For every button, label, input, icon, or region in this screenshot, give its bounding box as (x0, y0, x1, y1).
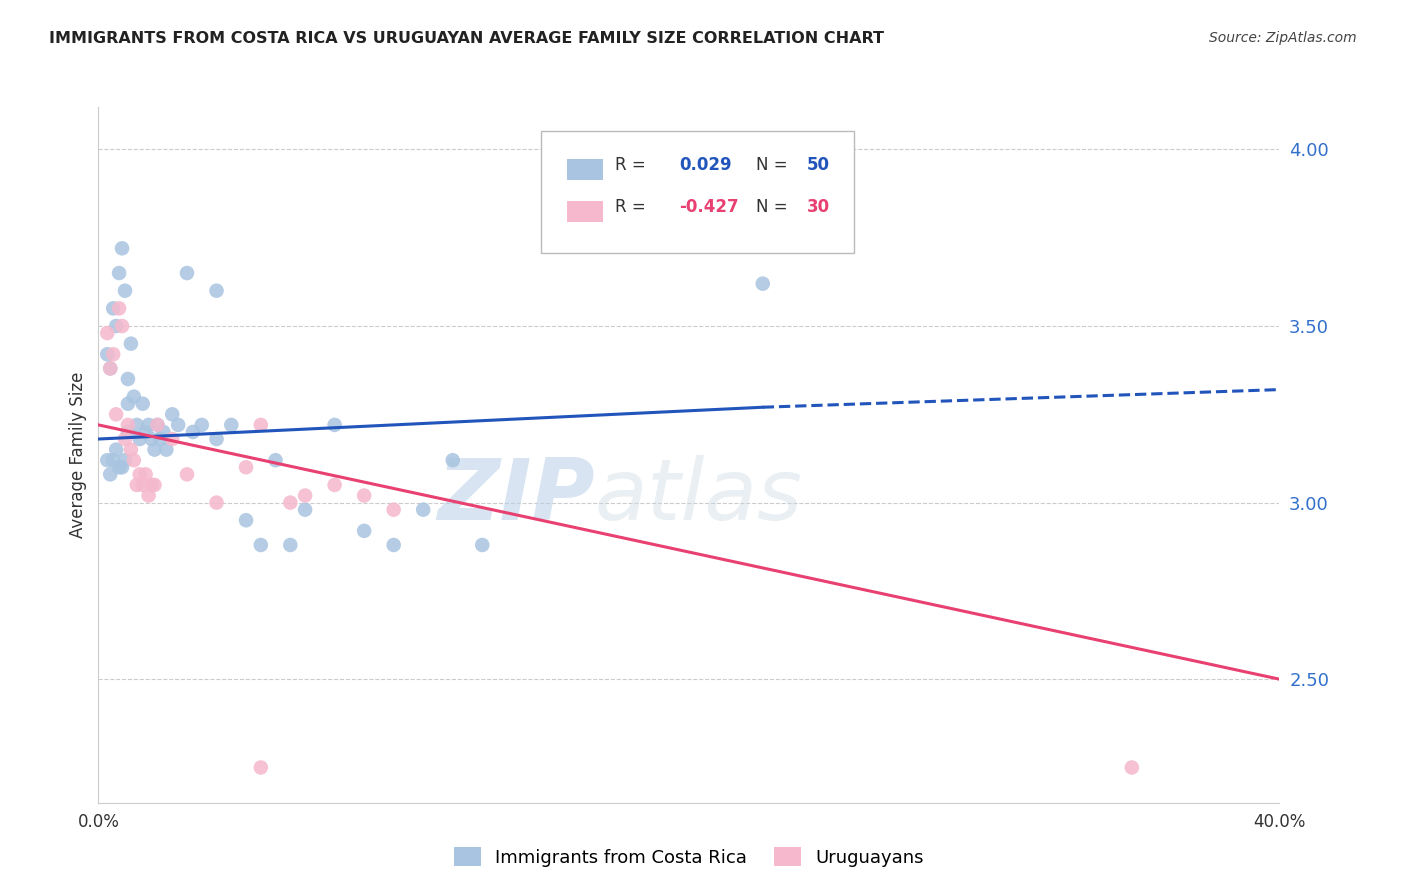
Point (162, 407, 183, 421)
FancyBboxPatch shape (567, 201, 603, 222)
Point (146, 417, 169, 432)
Point (138, 489, 160, 503)
Point (105, 442, 128, 457)
Point (120, 336, 142, 351)
Point (152, 425, 174, 439)
Point (382, 538, 405, 552)
Point (143, 442, 166, 457)
Point (117, 417, 139, 432)
Text: 30: 30 (807, 197, 830, 216)
Point (143, 478, 166, 492)
Point (114, 432, 136, 446)
Point (294, 502, 316, 516)
Point (111, 318, 134, 333)
Point (323, 478, 346, 492)
Text: 50: 50 (807, 156, 830, 174)
Text: IMMIGRANTS FROM COSTA RICA VS URUGUAYAN AVERAGE FAMILY SIZE CORRELATION CHART: IMMIGRANTS FROM COSTA RICA VS URUGUAYAN … (49, 31, 884, 46)
Point (111, 241, 134, 255)
Point (176, 266, 198, 280)
Point (235, 513, 257, 527)
Point (1121, 760, 1143, 774)
Point (98, 361, 121, 376)
Point (155, 442, 177, 457)
Point (441, 453, 464, 467)
Point (117, 372, 139, 386)
Point (471, 538, 494, 552)
Point (122, 453, 145, 467)
Point (205, 284, 228, 298)
FancyBboxPatch shape (567, 159, 603, 180)
Point (125, 478, 148, 492)
Point (353, 489, 375, 503)
Y-axis label: Average Family Size: Average Family Size (69, 372, 87, 538)
Point (117, 397, 139, 411)
Point (103, 347, 125, 361)
Point (114, 284, 136, 298)
Point (205, 495, 228, 509)
Point (264, 453, 287, 467)
Point (98, 467, 121, 482)
Point (250, 760, 273, 774)
Point (138, 417, 160, 432)
Point (235, 460, 257, 475)
Point (103, 301, 125, 316)
Point (117, 425, 139, 439)
Point (294, 489, 316, 503)
Point (98, 361, 121, 376)
Point (125, 417, 148, 432)
Point (103, 453, 125, 467)
Point (105, 407, 128, 421)
Point (128, 467, 150, 482)
Point (108, 460, 131, 475)
Text: ZIP: ZIP (437, 455, 595, 538)
Point (122, 390, 145, 404)
Text: R =: R = (614, 197, 651, 216)
Text: R =: R = (614, 156, 651, 174)
Point (114, 453, 136, 467)
Point (149, 432, 172, 446)
Point (353, 524, 375, 538)
Point (278, 495, 302, 509)
Text: N =: N = (756, 156, 793, 174)
Point (205, 432, 228, 446)
Point (167, 417, 190, 432)
Point (96, 453, 118, 467)
FancyBboxPatch shape (541, 131, 855, 253)
Point (128, 432, 150, 446)
Point (108, 301, 131, 316)
Point (135, 467, 157, 482)
Point (120, 442, 142, 457)
Text: Source: ZipAtlas.com: Source: ZipAtlas.com (1209, 31, 1357, 45)
Text: -0.427: -0.427 (679, 197, 740, 216)
Point (191, 417, 214, 432)
Point (141, 478, 163, 492)
Point (176, 467, 198, 482)
Point (219, 417, 242, 432)
Legend: Immigrants from Costa Rica, Uruguayans: Immigrants from Costa Rica, Uruguayans (447, 840, 931, 874)
Point (382, 502, 405, 516)
Point (250, 538, 273, 552)
Point (141, 432, 163, 446)
Point (96, 347, 118, 361)
Point (96, 326, 118, 340)
Point (108, 266, 131, 280)
Point (250, 417, 273, 432)
Point (278, 538, 302, 552)
Point (135, 425, 157, 439)
Point (162, 432, 183, 446)
Point (751, 277, 773, 291)
Point (181, 425, 204, 439)
Point (412, 502, 434, 516)
Point (132, 478, 155, 492)
Text: atlas: atlas (595, 455, 803, 538)
Point (146, 417, 169, 432)
Text: N =: N = (756, 197, 793, 216)
Text: 0.029: 0.029 (679, 156, 733, 174)
Point (132, 397, 155, 411)
Point (105, 318, 128, 333)
Point (111, 460, 134, 475)
Point (323, 417, 346, 432)
